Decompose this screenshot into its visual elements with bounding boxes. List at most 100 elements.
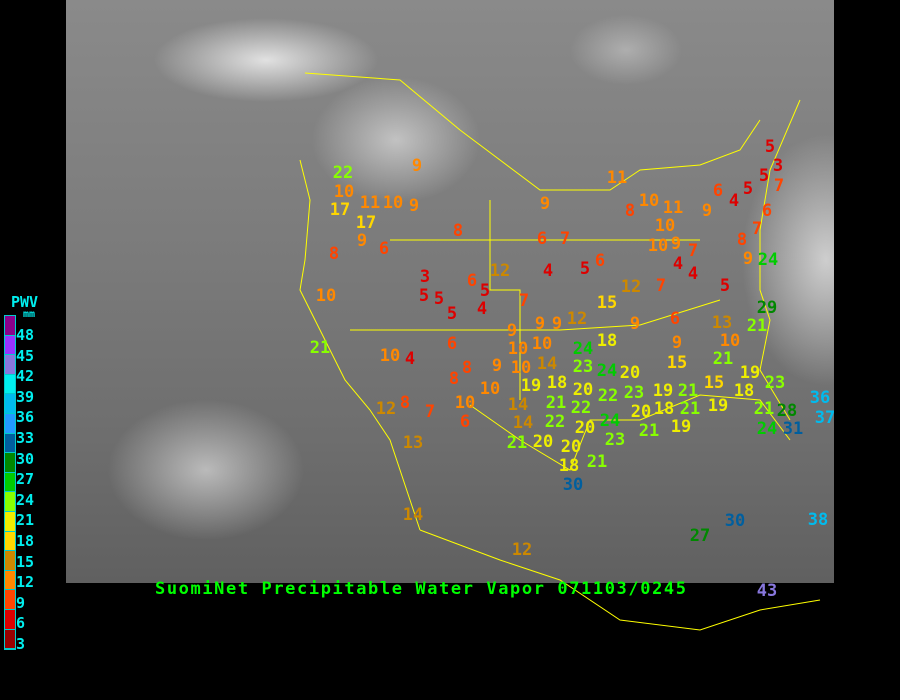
station-pwv-value: 30 bbox=[563, 475, 583, 495]
station-pwv-value: 13 bbox=[403, 433, 423, 453]
station-pwv-value: 4 bbox=[405, 349, 415, 369]
color-scale-cell bbox=[5, 374, 15, 395]
station-pwv-value: 3 bbox=[773, 156, 783, 176]
station-pwv-value: 6 bbox=[537, 229, 547, 249]
station-pwv-value: 6 bbox=[447, 334, 457, 354]
color-scale-cell bbox=[5, 433, 15, 454]
station-pwv-value: 18 bbox=[734, 381, 754, 401]
station-pwv-value: 17 bbox=[330, 200, 350, 220]
station-pwv-value: 5 bbox=[419, 286, 429, 306]
station-pwv-value: 31 bbox=[783, 419, 803, 439]
station-pwv-value: 8 bbox=[329, 244, 339, 264]
station-pwv-value: 21 bbox=[546, 393, 566, 413]
station-pwv-value: 4 bbox=[688, 264, 698, 284]
station-pwv-value: 7 bbox=[425, 402, 435, 422]
station-pwv-value: 9 bbox=[671, 234, 681, 254]
station-pwv-value: 5 bbox=[480, 281, 490, 301]
station-pwv-value: 38 bbox=[808, 510, 828, 530]
station-pwv-value: 24 bbox=[600, 411, 620, 431]
station-pwv-value: 23 bbox=[765, 373, 785, 393]
station-pwv-value: 20 bbox=[631, 402, 651, 422]
station-pwv-value: 10 bbox=[532, 334, 552, 354]
station-pwv-value: 24 bbox=[573, 339, 593, 359]
color-scale-cell bbox=[5, 590, 15, 610]
station-pwv-value: 7 bbox=[688, 241, 698, 261]
color-scale-label: 9 bbox=[16, 593, 26, 612]
color-scale-cell bbox=[5, 335, 15, 356]
station-pwv-value: 22 bbox=[333, 163, 353, 183]
station-pwv-value: 12 bbox=[512, 540, 532, 560]
station-pwv-value: 8 bbox=[737, 230, 747, 250]
color-scale-cell bbox=[5, 570, 15, 591]
station-pwv-value: 10 bbox=[639, 191, 659, 211]
color-scale-label: 3 bbox=[16, 635, 26, 653]
station-pwv-value: 4 bbox=[477, 299, 487, 319]
station-pwv-value: 19 bbox=[708, 396, 728, 416]
east-coast bbox=[759, 99, 801, 421]
state-line bbox=[489, 200, 521, 400]
station-pwv-value: 29 bbox=[757, 298, 777, 318]
station-pwv-value: 21 bbox=[507, 433, 527, 453]
station-pwv-value: 21 bbox=[587, 452, 607, 472]
station-pwv-value: 4 bbox=[673, 254, 683, 274]
color-scale-label: 36 bbox=[16, 408, 35, 427]
color-scale-cell bbox=[5, 394, 15, 414]
station-pwv-value: 37 bbox=[815, 408, 835, 428]
station-pwv-value: 4 bbox=[543, 261, 553, 281]
station-pwv-value: 8 bbox=[453, 221, 463, 241]
station-pwv-value: 4 bbox=[729, 191, 739, 211]
station-pwv-value: 22 bbox=[545, 412, 565, 432]
station-pwv-value: 18 bbox=[654, 399, 674, 419]
color-scale-label: 45 bbox=[16, 346, 35, 365]
station-pwv-value: 14 bbox=[403, 505, 423, 525]
station-pwv-value: 21 bbox=[310, 338, 330, 358]
station-pwv-value: 9 bbox=[412, 156, 422, 176]
station-pwv-value: 20 bbox=[533, 432, 553, 452]
station-pwv-value: 10 bbox=[316, 286, 336, 306]
station-pwv-value: 7 bbox=[774, 176, 784, 196]
station-pwv-value: 9 bbox=[535, 314, 545, 334]
color-scale-label: 39 bbox=[16, 387, 35, 406]
station-pwv-value: 3 bbox=[420, 267, 430, 287]
satellite-map bbox=[66, 0, 834, 583]
station-pwv-value: 9 bbox=[672, 333, 682, 353]
station-pwv-value: 21 bbox=[747, 316, 767, 336]
station-pwv-value: 22 bbox=[571, 398, 591, 418]
station-pwv-value: 14 bbox=[508, 395, 528, 415]
station-pwv-value: 9 bbox=[630, 314, 640, 334]
station-pwv-value: 21 bbox=[678, 381, 698, 401]
station-pwv-value: 15 bbox=[704, 373, 724, 393]
station-pwv-value: 10 bbox=[511, 358, 531, 378]
station-pwv-value: 6 bbox=[595, 251, 605, 271]
color-scale-label: 33 bbox=[16, 429, 35, 447]
station-pwv-value: 30 bbox=[725, 511, 745, 531]
station-pwv-value: 12 bbox=[567, 309, 587, 329]
station-pwv-value: 5 bbox=[743, 179, 753, 199]
station-pwv-value: 12 bbox=[621, 277, 641, 297]
station-pwv-value: 10 bbox=[508, 339, 528, 359]
station-pwv-value: 14 bbox=[513, 413, 533, 433]
color-scale-cell bbox=[5, 531, 15, 552]
station-pwv-value: 15 bbox=[597, 293, 617, 313]
station-pwv-value: 21 bbox=[680, 399, 700, 419]
station-pwv-value: 9 bbox=[702, 201, 712, 221]
color-scale-label: 48 bbox=[16, 326, 35, 344]
color-scale-cell bbox=[5, 511, 15, 532]
color-scale-cell bbox=[5, 453, 15, 473]
station-pwv-value: 8 bbox=[462, 358, 472, 378]
station-pwv-value: 8 bbox=[449, 369, 459, 389]
color-scale-label: 18 bbox=[16, 532, 35, 550]
station-pwv-value: 10 bbox=[655, 216, 675, 236]
station-pwv-value: 9 bbox=[492, 356, 502, 376]
station-pwv-value: 11 bbox=[360, 193, 380, 213]
station-pwv-value: 8 bbox=[625, 201, 635, 221]
station-pwv-value: 19 bbox=[740, 363, 760, 383]
station-pwv-value: 9 bbox=[552, 314, 562, 334]
gulf-coast bbox=[469, 394, 791, 471]
station-pwv-value: 23 bbox=[624, 383, 644, 403]
color-scale-cell bbox=[5, 413, 15, 434]
color-scale-cell bbox=[5, 316, 15, 336]
station-pwv-value: 19 bbox=[671, 417, 691, 437]
